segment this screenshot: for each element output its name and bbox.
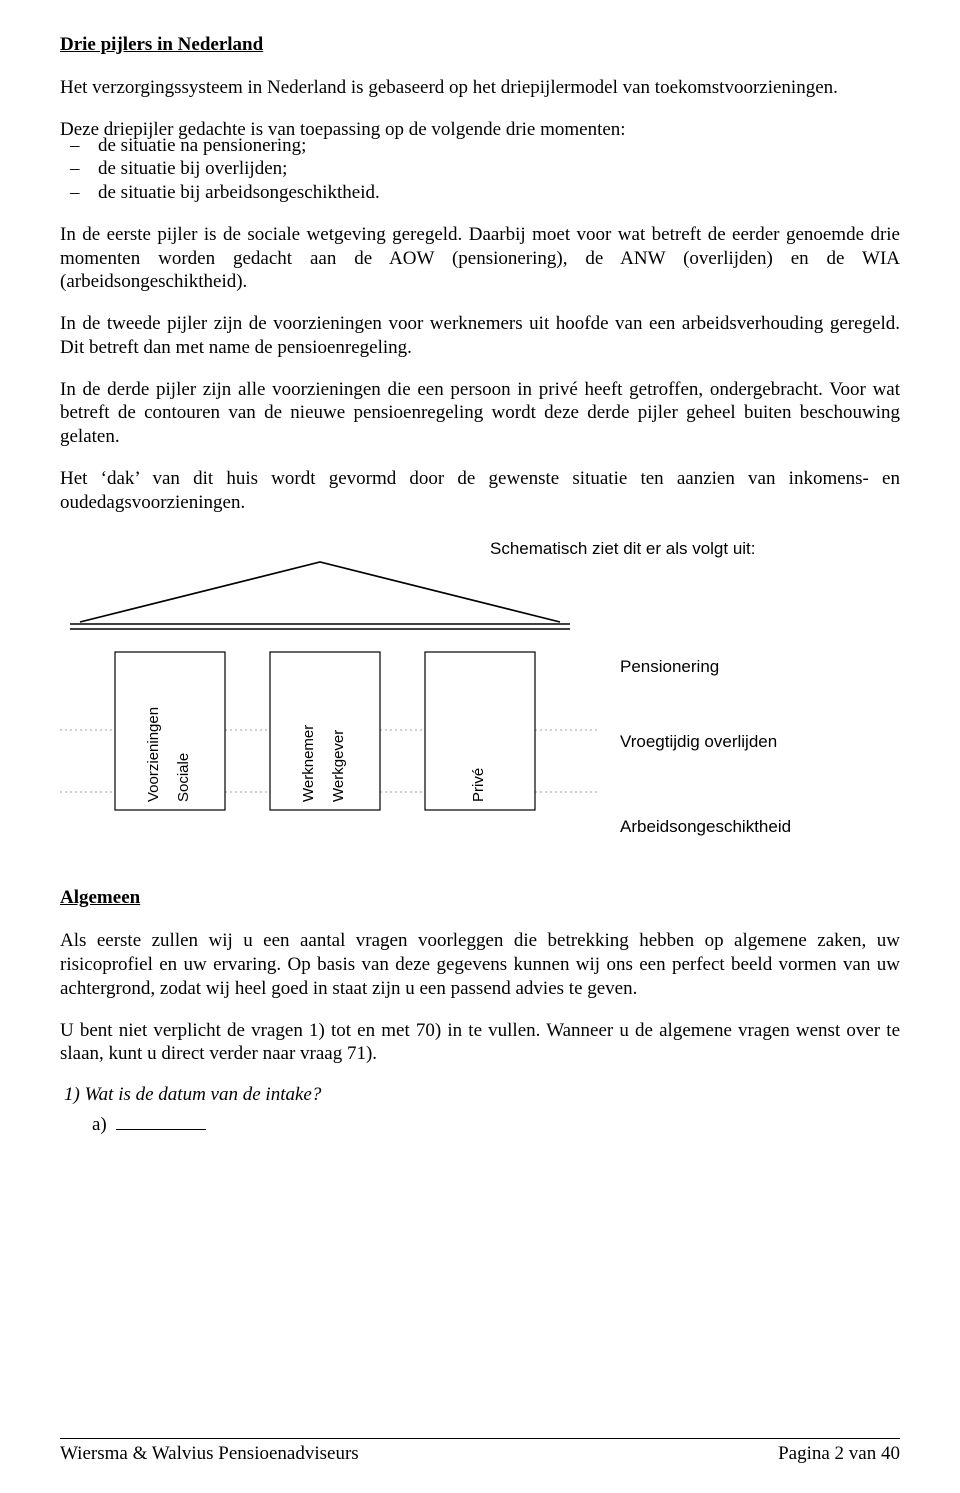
paragraph-8: U bent niet verplicht de vragen 1) tot e… [60,1019,900,1067]
list-item: de situatie bij arbeidsongeschiktheid. [70,181,900,205]
page: Drie pijlers in Nederland Het verzorging… [0,0,960,1493]
sub-heading-algemeen: Algemeen [60,887,900,909]
pillars-diagram: Schematisch ziet dit er als volgt uit: V… [60,532,900,857]
paragraph-4: In de tweede pijler zijn de voorzieninge… [60,312,900,360]
paragraph-3: In de eerste pijler is de sociale wetgev… [60,223,900,294]
svg-text:Werknemer: Werknemer [300,725,317,802]
diagram-caption: Schematisch ziet dit er als volgt uit: [490,539,756,558]
answer-blank[interactable] [116,1129,206,1130]
pillar-1: Voorzieningen Sociale [115,652,225,810]
pillar-2: Werknemer Werkgever [270,652,380,810]
right-label-2: Vroegtijdig overlijden [620,732,777,751]
moment-list: de situatie na pensionering; de situatie… [60,134,900,205]
pillar-3: Privé [425,652,535,810]
paragraph-1: Het verzorgingssysteem in Nederland is g… [60,76,900,100]
list-item: de situatie bij overlijden; [70,157,900,181]
paragraph-5: In de derde pijler zijn alle voorziening… [60,378,900,449]
paragraph-6: Het ‘dak’ van dit huis wordt gevormd doo… [60,467,900,515]
footer: Wiersma & Walvius Pensioenadviseurs Pagi… [60,1438,900,1465]
roof [70,562,570,629]
svg-text:Werkgever: Werkgever [330,730,347,802]
footer-right: Pagina 2 van 40 [778,1443,900,1465]
answer-1a: a) [60,1114,900,1136]
svg-text:Sociale: Sociale [175,753,192,802]
section-title: Drie pijlers in Nederland [60,34,900,56]
svg-text:Voorzieningen: Voorzieningen [145,707,162,802]
footer-left: Wiersma & Walvius Pensioenadviseurs [60,1443,359,1465]
svg-text:Privé: Privé [470,768,487,802]
list-item: de situatie na pensionering; [70,134,900,158]
right-label-1: Pensionering [620,657,719,676]
right-label-3: Arbeidsongeschiktheid [620,817,791,836]
answer-letter: a) [92,1114,107,1135]
paragraph-7: Als eerste zullen wij u een aantal vrage… [60,929,900,1000]
question-1: 1) Wat is de datum van de intake? [60,1084,900,1106]
